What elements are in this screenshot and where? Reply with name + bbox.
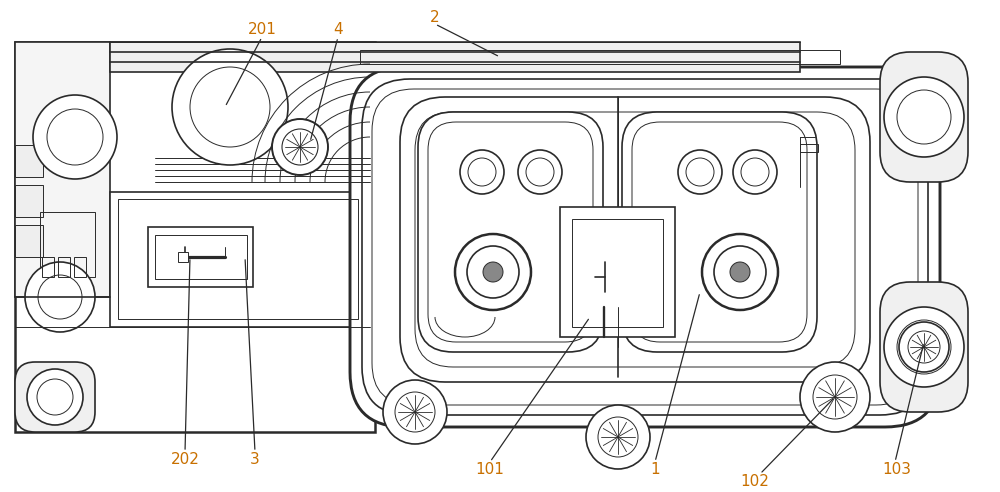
Circle shape	[526, 158, 554, 186]
Circle shape	[714, 246, 766, 298]
Bar	[15, 145, 43, 177]
Text: 3: 3	[250, 452, 260, 466]
FancyBboxPatch shape	[400, 97, 870, 382]
Bar	[178, 252, 188, 262]
Circle shape	[282, 129, 318, 165]
Circle shape	[38, 275, 82, 319]
Circle shape	[741, 158, 769, 186]
Circle shape	[37, 379, 73, 415]
Circle shape	[518, 150, 562, 194]
Bar	[15, 42, 375, 432]
FancyBboxPatch shape	[372, 89, 918, 405]
Circle shape	[897, 320, 951, 374]
FancyBboxPatch shape	[15, 362, 95, 432]
Circle shape	[730, 262, 750, 282]
Text: 102: 102	[741, 474, 769, 490]
Text: 103: 103	[883, 462, 912, 478]
Bar	[800, 144, 818, 152]
Circle shape	[702, 234, 778, 310]
Circle shape	[598, 417, 638, 457]
Circle shape	[733, 150, 777, 194]
Bar	[15, 225, 43, 257]
Text: 2: 2	[430, 9, 440, 25]
Bar	[560, 207, 675, 337]
Circle shape	[686, 158, 714, 186]
Circle shape	[395, 392, 435, 432]
Bar	[118, 199, 358, 319]
FancyBboxPatch shape	[415, 112, 855, 367]
Bar	[572, 219, 663, 327]
Circle shape	[33, 95, 117, 179]
Bar	[15, 42, 110, 297]
FancyBboxPatch shape	[350, 67, 940, 427]
Bar	[15, 185, 43, 217]
Circle shape	[884, 307, 964, 387]
Bar	[155, 235, 247, 279]
Circle shape	[897, 90, 951, 144]
Bar	[74, 257, 86, 277]
Bar	[148, 227, 253, 287]
Bar	[110, 192, 365, 327]
Circle shape	[678, 150, 722, 194]
FancyBboxPatch shape	[632, 122, 807, 342]
Text: 202: 202	[171, 452, 199, 466]
Circle shape	[27, 369, 83, 425]
Circle shape	[586, 405, 650, 469]
Bar	[360, 50, 840, 64]
Bar	[110, 42, 800, 72]
Text: 4: 4	[333, 23, 343, 37]
Circle shape	[800, 362, 870, 432]
FancyBboxPatch shape	[622, 112, 817, 352]
Circle shape	[47, 109, 103, 165]
Circle shape	[190, 67, 270, 147]
FancyBboxPatch shape	[880, 282, 968, 412]
Circle shape	[467, 246, 519, 298]
Circle shape	[383, 380, 447, 444]
Text: 1: 1	[650, 462, 660, 478]
Circle shape	[884, 77, 964, 157]
Circle shape	[172, 49, 288, 165]
Bar	[42, 257, 54, 277]
Circle shape	[25, 262, 95, 332]
Circle shape	[468, 158, 496, 186]
Circle shape	[908, 331, 940, 363]
Circle shape	[813, 375, 857, 419]
FancyBboxPatch shape	[362, 79, 928, 415]
Circle shape	[460, 150, 504, 194]
Bar	[40, 212, 95, 277]
Circle shape	[483, 262, 503, 282]
Circle shape	[899, 322, 949, 372]
Bar	[58, 257, 70, 277]
Text: 201: 201	[248, 23, 276, 37]
Circle shape	[455, 234, 531, 310]
Circle shape	[272, 119, 328, 175]
Text: 101: 101	[476, 462, 504, 478]
FancyBboxPatch shape	[428, 122, 593, 342]
FancyBboxPatch shape	[880, 52, 968, 182]
FancyBboxPatch shape	[418, 112, 603, 352]
